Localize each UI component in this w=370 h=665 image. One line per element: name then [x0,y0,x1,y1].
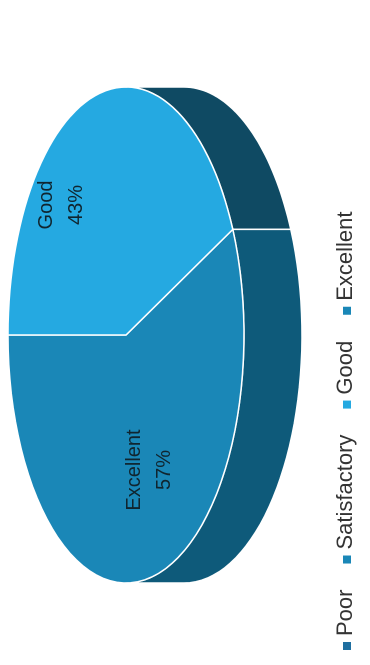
legend-label: Excellent [332,211,357,300]
legend-swatch [343,306,351,315]
pie-group [7,86,303,584]
legend-entry-poor: Poor [332,590,357,650]
slice-label-excellent: Excellent [123,429,145,511]
legend-entry-satisfactory: Satisfactory [332,435,357,564]
legend: Poor Satisfactory Good Excellent [332,211,357,650]
legend-entry-good: Good [332,341,357,409]
legend-label: Satisfactory [332,435,357,550]
legend-label: Good [332,341,357,395]
slice-labels: Excellent 57% Good 43% [35,181,175,511]
legend-swatch [343,400,351,409]
slice-good [7,86,234,336]
legend-entry-excellent: Excellent [332,211,357,315]
legend-swatch [343,555,351,564]
slice-percent-excellent: 57% [153,450,175,490]
slice-excellent [7,227,245,584]
legend-label: Poor [332,590,357,636]
slice-percent-good: 43% [65,185,87,225]
slice-label-good: Good [35,181,57,230]
legend-swatch [343,642,351,650]
